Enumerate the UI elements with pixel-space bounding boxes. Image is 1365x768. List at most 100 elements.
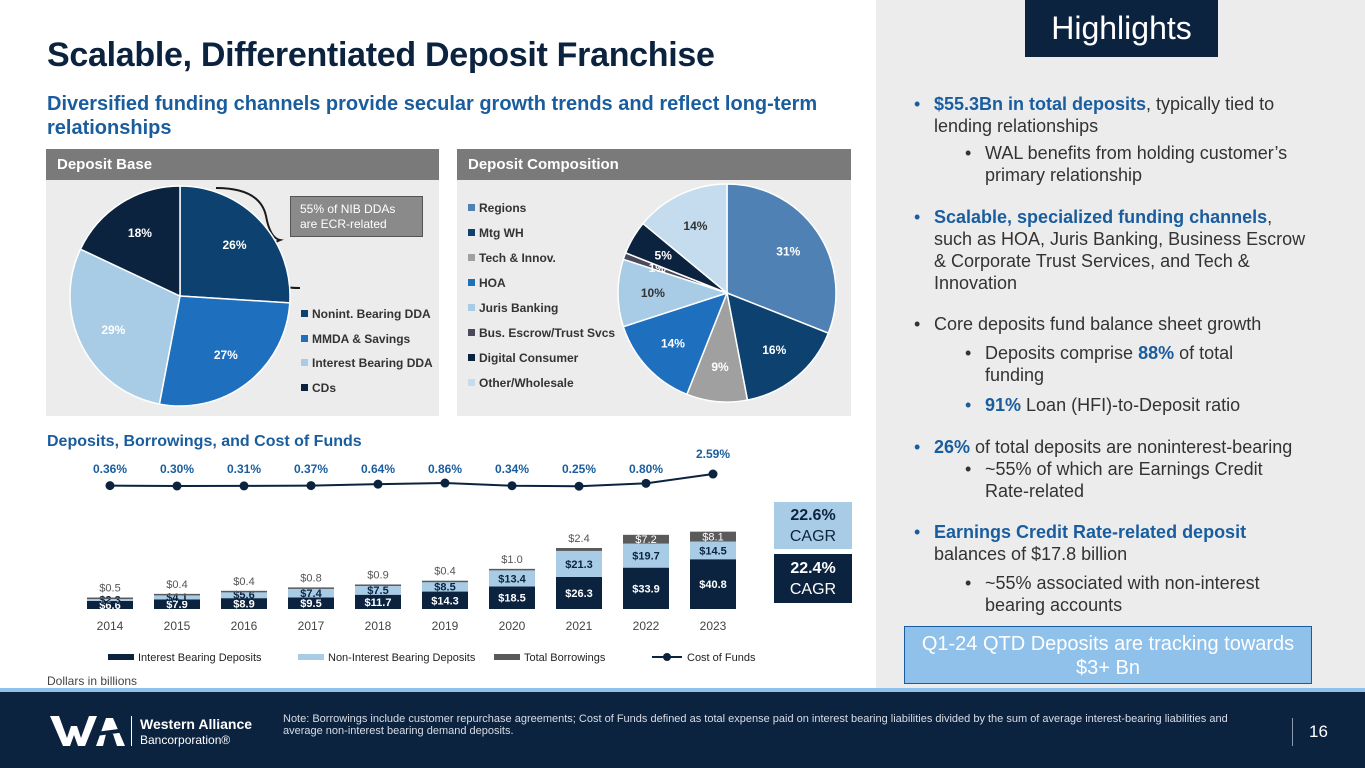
cost-of-funds-label-2021: 0.25% <box>562 462 596 476</box>
x-tick-2016: 2016 <box>231 619 258 633</box>
highlight-4-bold: 26% <box>934 437 971 457</box>
company-name-suffix: Bancorporation® <box>140 733 231 747</box>
bar-non-interest-bearing-deposits-2018 <box>355 585 401 595</box>
highlight-5: • Earnings Credit Rate-related deposit b… <box>914 521 1264 565</box>
cost-of-funds-label-2019: 0.86% <box>428 462 462 476</box>
bar-label-total-borrowings-2014: $0.5 <box>99 583 120 595</box>
cagr-bottom-pct: 22.4% <box>790 560 836 577</box>
bar-label-interest-bearing-deposits-2019: $14.3 <box>431 595 459 607</box>
bar-label-non-interest-bearing-deposits-2017: $7.4 <box>300 588 322 600</box>
bullet: • <box>914 314 921 334</box>
legend-nonint-bearing-dda: Nonint. Bearing DDA <box>301 307 431 321</box>
highlight-4-sub: • ~55% of which are Earnings Credit Rate… <box>965 458 1285 502</box>
cagr-top-box: 22.6% CAGR <box>774 502 852 549</box>
highlight-2-text: , such as HOA, Juris Banking, Business E… <box>934 207 1306 293</box>
bar-interest-bearing-deposits-2021 <box>556 576 602 609</box>
legend-label: CDs <box>312 380 337 395</box>
bar-label-interest-bearing-deposits-2023: $40.8 <box>699 579 727 591</box>
legend-swatch <box>468 229 475 236</box>
bar-label-interest-bearing-deposits-2022: $33.9 <box>632 583 660 595</box>
cost-of-funds-label-2017: 0.37% <box>294 462 328 476</box>
bar-interest-bearing-deposits-2015 <box>154 599 200 609</box>
highlight-5-text: balances of $17.8 billion <box>934 544 1128 564</box>
legend-swatch <box>468 354 475 361</box>
highlight-3-sub-1: • Deposits comprise 88% of total funding <box>965 342 1285 386</box>
pie-slice-mmda-savings <box>158 295 291 407</box>
highlight-1-bold: $55.3Bn in total deposits <box>934 94 1147 114</box>
legend-interest-bearing-dda: Interest Bearing DDA <box>301 356 433 370</box>
cost-of-funds-point-2015 <box>172 481 182 491</box>
callout-line-2: are ECR-related <box>300 217 387 231</box>
bar-interest-bearing-deposits-2016 <box>221 598 267 609</box>
bar-label-non-interest-bearing-deposits-2021: $21.3 <box>565 559 593 571</box>
highlight-4-text: of total deposits are noninterest-bearin… <box>970 437 1293 457</box>
bar-total-borrowings-2014 <box>87 597 133 600</box>
q1-deposits-callout: Q1-24 QTD Deposits are tracking towards … <box>904 626 1312 684</box>
pie-label-digital-consumer: 5% <box>655 248 673 262</box>
x-tick-2019: 2019 <box>432 619 459 633</box>
legend-swatch <box>301 310 308 317</box>
deposits-bar-chart: $6.6$2.3$0.52014$7.9$4.1$0.42015$8.9$5.6… <box>87 447 756 664</box>
legend-swatch <box>468 304 475 311</box>
callout-line-1: 55% of NIB DDAs <box>300 202 396 216</box>
cost-of-funds-point-2023 <box>708 469 718 479</box>
bar-label-total-borrowings-2021: $2.4 <box>568 533 589 545</box>
cost-of-funds-label-2022: 0.80% <box>629 462 663 476</box>
cost-of-funds-label-2018: 0.64% <box>361 462 395 476</box>
pie-label-hoa: 14% <box>661 337 685 351</box>
bar-non-interest-bearing-deposits-2021 <box>556 550 602 577</box>
legend-mmda-savings: MMDA & Savings <box>301 332 410 346</box>
legend-other-wholesale: Other/Wholesale <box>468 376 574 390</box>
bar-label-total-borrowings-2019: $0.4 <box>434 566 455 578</box>
ecr-callout: 55% of NIB DDAs are ECR-related <box>290 196 423 237</box>
legend-swatch <box>468 204 475 211</box>
legend-total-borrowings: Total Borrowings <box>524 652 606 664</box>
bar-total-borrowings-2017 <box>288 587 334 589</box>
legend-label: HOA <box>479 276 506 290</box>
x-tick-2020: 2020 <box>499 619 526 633</box>
pie-label-cds: 18% <box>128 226 152 240</box>
pie-label-nonint-bearing-dda: 26% <box>223 238 247 252</box>
bar-interest-bearing-deposits-2023 <box>690 559 736 609</box>
cost-of-funds-point-2022 <box>641 478 651 488</box>
x-tick-2022: 2022 <box>633 619 660 633</box>
bar-interest-bearing-deposits-2020 <box>489 586 535 609</box>
bar-total-borrowings-2021 <box>556 548 602 551</box>
footer <box>0 692 1365 768</box>
x-tick-2017: 2017 <box>298 619 325 633</box>
bar-label-non-interest-bearing-deposits-2016: $5.6 <box>233 590 254 602</box>
company-name: Western Alliance <box>140 716 253 732</box>
highlight-1-text: , typically tied to lending relationship… <box>934 94 1275 136</box>
x-tick-2021: 2021 <box>566 619 593 633</box>
bar-label-total-borrowings-2016: $0.4 <box>233 576 254 588</box>
legend-digital-consumer: Digital Consumer <box>468 351 578 365</box>
legend-swatch-interest-bearing-deposits <box>108 654 134 660</box>
bar-interest-bearing-deposits-2019 <box>422 591 468 609</box>
bullet: • <box>965 395 972 415</box>
logo-divider <box>131 716 132 746</box>
highlight-5-sub-text: ~55% associated with non-interest bearin… <box>985 573 1260 615</box>
legend-label: Juris Banking <box>479 301 559 315</box>
bar-total-borrowings-2015 <box>154 593 200 596</box>
cagr-top-pct: 22.6% <box>790 507 836 524</box>
bullet: • <box>914 207 921 227</box>
legend-label: Interest Bearing DDA <box>312 356 433 370</box>
legend-cost-of-funds: Cost of Funds <box>687 652 756 664</box>
bullet: • <box>965 343 972 363</box>
legend-cds: CDs <box>301 381 336 395</box>
bar-label-total-borrowings-2018: $0.9 <box>367 569 388 581</box>
wa-logo-icon <box>50 716 126 746</box>
highlight-5-bold: Earnings Credit Rate-related deposit <box>934 522 1247 542</box>
bar-label-interest-bearing-deposits-2015: $7.9 <box>166 599 187 611</box>
highlight-3-sub-1-pre: Deposits comprise <box>985 343 1139 363</box>
highlights-panel <box>876 0 1365 692</box>
legend-swatch <box>468 329 475 336</box>
bullet: • <box>965 459 972 479</box>
bar-label-interest-bearing-deposits-2021: $26.3 <box>565 588 593 600</box>
deposit-base-header: Deposit Base <box>46 149 439 180</box>
bar-label-total-borrowings-2020: $1.0 <box>501 554 522 566</box>
legend-swatch-dot <box>663 653 671 661</box>
bullet: • <box>965 573 972 593</box>
highlight-3-text: Core deposits fund balance sheet growth <box>934 314 1262 334</box>
highlight-3-sub-1-bold: 88% <box>1138 343 1175 363</box>
